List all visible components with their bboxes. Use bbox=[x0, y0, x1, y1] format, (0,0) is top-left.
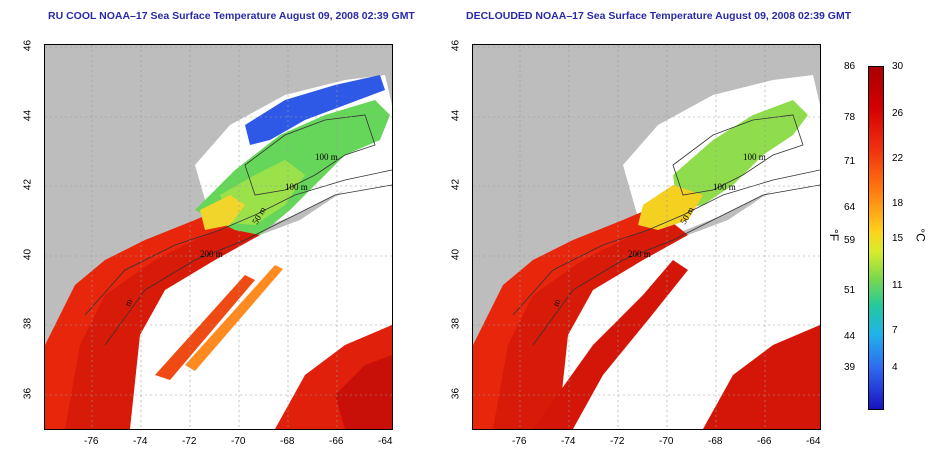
colorbar-f-label: 86 bbox=[844, 61, 856, 72]
y-tick: 36 bbox=[22, 387, 34, 400]
colorbar-c-label: 22 bbox=[892, 153, 904, 164]
colorbar-f-label: 71 bbox=[844, 156, 856, 167]
left-sst-map: 100 m 100 m 50 m 200 m m bbox=[44, 44, 393, 430]
contour-label: m bbox=[550, 298, 562, 308]
y-tick: 44 bbox=[22, 109, 34, 122]
y-tick: 38 bbox=[22, 317, 34, 330]
contour-label: 200 m bbox=[200, 249, 223, 259]
x-tick: -72 bbox=[182, 436, 197, 447]
warm-streaks bbox=[155, 275, 255, 380]
contour-line bbox=[84, 169, 392, 316]
fahrenheit-unit-label: °F bbox=[827, 228, 842, 242]
y-tick: 46 bbox=[22, 39, 34, 52]
contour-line bbox=[532, 184, 820, 346]
contour-label: m bbox=[122, 298, 134, 308]
colorbar-f-label: 78 bbox=[844, 112, 856, 123]
colorbar-c-label: 30 bbox=[892, 61, 904, 72]
contour-label: 200 m bbox=[628, 249, 651, 259]
y-tick: 40 bbox=[450, 248, 462, 261]
contour-line bbox=[244, 114, 376, 196]
contour-line bbox=[104, 184, 392, 346]
y-tick: 40 bbox=[22, 248, 34, 261]
colorbar-c-label: 4 bbox=[892, 362, 898, 373]
x-tick: -70 bbox=[659, 436, 674, 447]
ocean-cloud-area bbox=[85, 175, 392, 429]
warm-shelf-water-2 bbox=[65, 223, 260, 429]
yellow-front bbox=[638, 185, 703, 230]
x-tick: -66 bbox=[757, 436, 772, 447]
warm-offshore-band bbox=[533, 260, 688, 429]
x-tick: -76 bbox=[84, 436, 99, 447]
x-tick: -64 bbox=[378, 436, 393, 447]
right-map-title: DECLOUDED NOAA–17 Sea Surface Temperatur… bbox=[466, 10, 852, 22]
left-map-title: RU COOL NOAA–17 Sea Surface Temperature … bbox=[48, 10, 415, 22]
x-tick: -68 bbox=[280, 436, 295, 447]
x-tick: -76 bbox=[512, 436, 527, 447]
celsius-unit-label: °C bbox=[913, 228, 928, 242]
colorbar-f-label: 64 bbox=[844, 202, 856, 213]
colorbar-c-label: 26 bbox=[892, 108, 904, 119]
x-tick: -74 bbox=[561, 436, 576, 447]
y-tick: 38 bbox=[450, 317, 462, 330]
contour-line bbox=[512, 169, 820, 316]
x-tick: -72 bbox=[610, 436, 625, 447]
colorbar-f-label: 51 bbox=[844, 285, 856, 296]
y-tick: 42 bbox=[450, 178, 462, 191]
colorbar-c-label: 7 bbox=[892, 325, 898, 336]
x-tick: -64 bbox=[806, 436, 821, 447]
contour-label: 100 m bbox=[713, 182, 736, 192]
x-tick: -74 bbox=[133, 436, 148, 447]
colorbar-f-label: 39 bbox=[844, 362, 856, 373]
contour-label: 100 m bbox=[285, 182, 308, 192]
gulf-stream-warm-2 bbox=[335, 355, 392, 429]
y-tick: 42 bbox=[22, 178, 34, 191]
x-tick: -66 bbox=[329, 436, 344, 447]
x-tick: -70 bbox=[231, 436, 246, 447]
temperature-colorbar bbox=[868, 66, 884, 410]
colorbar-f-label: 44 bbox=[844, 331, 856, 342]
warm-shelf-water-2 bbox=[493, 223, 688, 429]
x-tick: -68 bbox=[708, 436, 723, 447]
y-tick: 36 bbox=[450, 387, 462, 400]
contour-line bbox=[672, 114, 804, 196]
cool-shelf-water bbox=[673, 100, 808, 210]
contour-label: 100 m bbox=[743, 152, 766, 162]
gulf-stream-warm bbox=[703, 325, 820, 429]
y-tick: 44 bbox=[450, 109, 462, 122]
yellow-front bbox=[200, 195, 245, 230]
colorbar-c-label: 11 bbox=[892, 280, 903, 291]
colorbar-c-label: 15 bbox=[892, 233, 904, 244]
colorbar-c-label: 18 bbox=[892, 198, 904, 209]
colorbar-f-label: 59 bbox=[844, 235, 856, 246]
contour-label: 100 m bbox=[315, 152, 338, 162]
right-sst-map: 100 m 100 m 50 m 200 m m bbox=[472, 44, 821, 430]
cold-coastal-water bbox=[245, 75, 385, 145]
warm-streaks-2 bbox=[185, 265, 283, 371]
y-tick: 46 bbox=[450, 39, 462, 52]
